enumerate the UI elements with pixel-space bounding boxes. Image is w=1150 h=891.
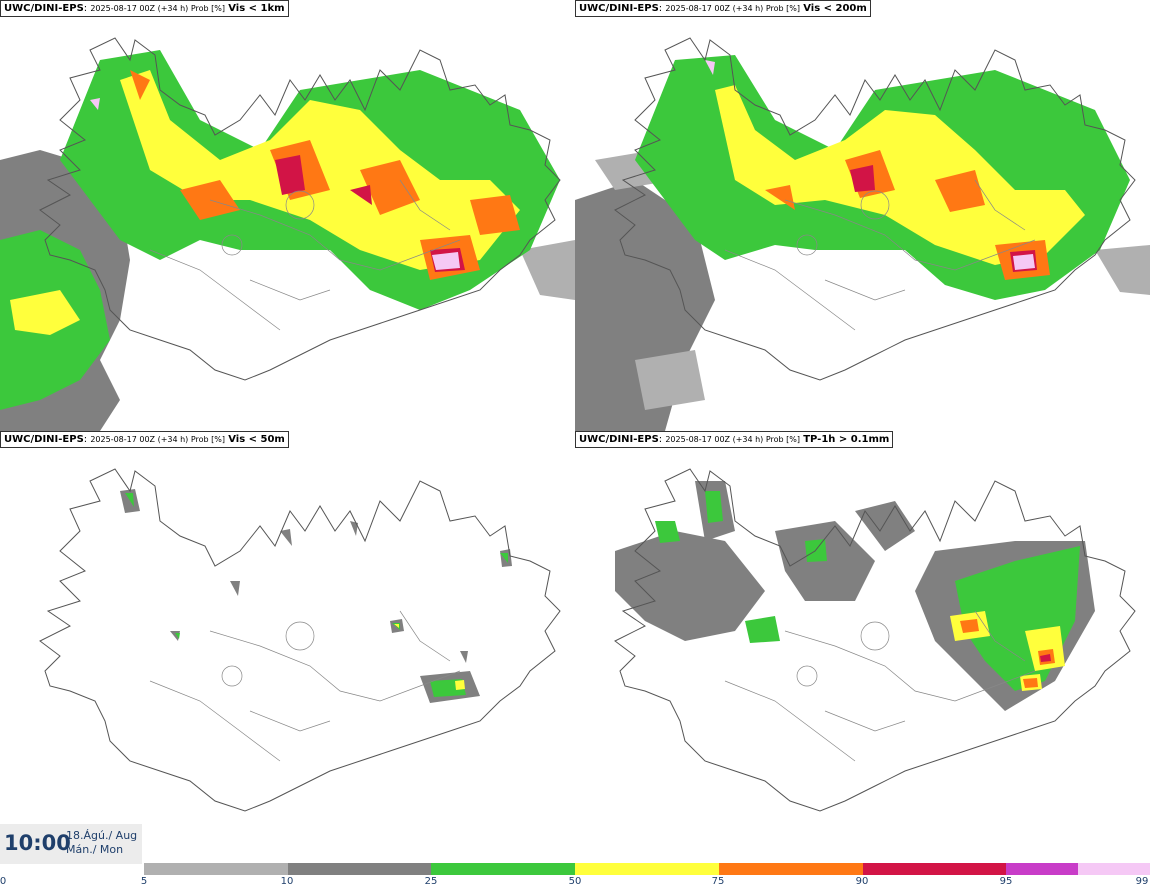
probability-map-vis-200m [575, 37, 1150, 431]
model-name: UWC/DINI-EPS [579, 434, 659, 445]
probability-map-tp-1h [614, 468, 1136, 812]
legend-segment [862, 863, 1007, 875]
model-name: UWC/DINI-EPS [4, 434, 84, 445]
valid-time-box: 10:00 18.Ágú./ Aug Mán./ Mon [0, 824, 142, 864]
variable-name: Vis < 200m [803, 3, 867, 14]
run-info: 2025-08-17 00Z (+34 h) Prob [%] [90, 435, 226, 444]
legend-tick-label: 0 [0, 876, 7, 887]
legend-tick-label: 10 [280, 876, 294, 887]
legend-segment [144, 863, 288, 875]
valid-date: 18.Ágú./ Aug Mán./ Mon [66, 829, 137, 857]
panel-title: UWC/DINI-EPS: 2025-08-17 00Z (+34 h) Pro… [575, 431, 894, 448]
probability-map-vis-50m [39, 468, 561, 812]
legend-tick-label: 90 [855, 876, 869, 887]
run-info: 2025-08-17 00Z (+34 h) Prob [%] [90, 4, 226, 13]
map-panel-vis-1km: UWC/DINI-EPS: 2025-08-17 00Z (+34 h) Pro… [0, 0, 575, 431]
model-name: UWC/DINI-EPS [4, 3, 84, 14]
legend-tick-label: 5 [140, 876, 148, 887]
map-panel-vis-200m: UWC/DINI-EPS: 2025-08-17 00Z (+34 h) Pro… [575, 0, 1150, 431]
legend-segment [287, 863, 432, 875]
legend-segment [575, 863, 719, 875]
weekday-label: Mán./ Mon [66, 843, 124, 856]
run-info: 2025-08-17 00Z (+34 h) Prob [%] [665, 435, 801, 444]
model-name: UWC/DINI-EPS [579, 3, 659, 14]
legend-tick-label: 95 [999, 876, 1013, 887]
color-legend [144, 863, 1150, 875]
legend-tick-label: 99 [1135, 876, 1149, 887]
panel-title: UWC/DINI-EPS: 2025-08-17 00Z (+34 h) Pro… [0, 431, 289, 448]
legend-tick-label: 25 [424, 876, 438, 887]
legend-segment [1078, 863, 1150, 875]
legend-tick-label: 75 [711, 876, 725, 887]
legend-segment [431, 863, 576, 875]
map-panel-tp-1h: UWC/DINI-EPS: 2025-08-17 00Z (+34 h) Pro… [575, 431, 1150, 862]
date-label: 18.Ágú./ Aug [66, 829, 138, 842]
panel-title: UWC/DINI-EPS: 2025-08-17 00Z (+34 h) Pro… [575, 0, 871, 17]
panel-title: UWC/DINI-EPS: 2025-08-17 00Z (+34 h) Pro… [0, 0, 289, 17]
map-panel-vis-50m: UWC/DINI-EPS: 2025-08-17 00Z (+34 h) Pro… [0, 431, 575, 862]
variable-name: Vis < 1km [228, 3, 285, 14]
variable-name: TP-1h > 0.1mm [803, 434, 890, 445]
probability-map-vis-1km [0, 37, 575, 431]
valid-time: 10:00 [4, 831, 71, 855]
variable-name: Vis < 50m [228, 434, 285, 445]
legend-segment [718, 863, 863, 875]
run-info: 2025-08-17 00Z (+34 h) Prob [%] [665, 4, 801, 13]
legend-segment [1006, 863, 1079, 875]
legend-tick-label: 50 [568, 876, 582, 887]
